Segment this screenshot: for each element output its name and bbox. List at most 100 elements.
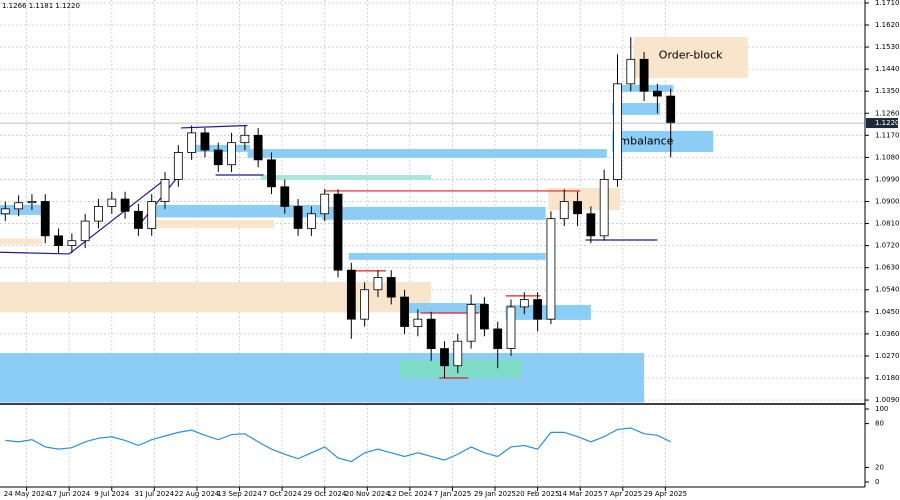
level-line [0, 251, 70, 255]
y-tick-label: 1.0450 [875, 308, 900, 316]
candle-body [147, 201, 157, 229]
candle-body [293, 206, 303, 229]
zone [348, 252, 546, 260]
candle-body [0, 208, 10, 215]
candle-body [346, 269, 356, 320]
y-tick-label: 100 [875, 405, 888, 413]
y-tick-label: 1.0720 [875, 242, 900, 250]
zone [322, 206, 546, 220]
x-tick-label: 20 Feb 2025 [516, 490, 560, 498]
y-tick-label: 1.1530 [875, 43, 900, 51]
candle-body [426, 318, 436, 349]
candle-body [546, 218, 556, 320]
candle-body [373, 277, 383, 291]
candle-body [27, 201, 37, 204]
x-tick-label: 31 Jul 2024 [135, 490, 175, 498]
zone [0, 238, 43, 245]
candle-body [307, 213, 316, 229]
candle-body [213, 149, 223, 166]
y-tick-label: 1.0990 [875, 175, 900, 183]
x-tick-label: 7 Jan 2025 [434, 490, 472, 498]
y-tick-label: 1.1260 [875, 109, 900, 117]
y-tick-label: 1.1350 [875, 87, 900, 95]
y-tick-label: 1.0180 [875, 374, 900, 382]
zone [0, 281, 432, 313]
zone-label: Order-block [659, 48, 723, 61]
last-price-label: 1.1220 [875, 119, 900, 127]
candle-body [519, 299, 529, 308]
candle-body [413, 318, 423, 327]
zone [149, 219, 275, 228]
zone [247, 149, 607, 158]
zone [633, 37, 748, 78]
candle-body [400, 296, 409, 327]
y-tick-label: 1.1440 [875, 65, 900, 73]
ohlc-header: 1.1266 1.1181 1.1220 [2, 2, 80, 10]
candle-body [107, 198, 117, 207]
x-tick-label: 7 Apr 2025 [603, 490, 642, 498]
candle-body [67, 240, 77, 247]
y-tick-label: 1.0540 [875, 286, 900, 294]
candle-body [653, 90, 662, 97]
x-tick-label: 12 Dec 2024 [388, 490, 433, 498]
y-tick-label: 1.0090 [875, 396, 900, 404]
last-price-box [866, 118, 898, 129]
candle-body [134, 210, 143, 229]
candle-body [54, 235, 63, 247]
candle-body [267, 159, 276, 188]
candle-body [253, 134, 263, 161]
y-tick-label: 1.0270 [875, 352, 900, 360]
zone [188, 144, 251, 152]
level-line [137, 179, 177, 227]
y-tick-label: 1.0360 [875, 330, 900, 338]
rsi-line [5, 427, 671, 463]
y-tick-label: 1.0630 [875, 264, 900, 272]
x-tick-label: 22 Aug 2024 [175, 490, 220, 498]
zone [149, 204, 325, 218]
candle-body [200, 132, 210, 151]
zone-label: Imbalance [616, 134, 673, 147]
zone [612, 102, 661, 115]
y-tick-label: 1.1620 [875, 21, 900, 29]
candle-body [599, 179, 609, 237]
candle-body [360, 289, 370, 320]
candle-body [40, 201, 50, 237]
candle-body [466, 304, 476, 342]
candle-body [533, 299, 543, 320]
candle-body [440, 348, 449, 367]
x-tick-label: 29 Oct 2024 [303, 490, 347, 498]
candle-body [280, 186, 290, 207]
candle-body [506, 306, 516, 349]
x-tick-label: 7 Oct 2024 [263, 490, 302, 498]
candle-body [639, 58, 649, 92]
zone [399, 360, 522, 378]
candle-body [493, 328, 503, 349]
candle-body [240, 134, 250, 144]
y-tick-label: 1.1710 [875, 0, 900, 7]
y-tick-label: 1.0810 [875, 220, 900, 228]
x-tick-label: 24 May 2024 [4, 490, 50, 498]
candle-body [187, 132, 197, 153]
x-tick-label: 29 Jan 2025 [474, 490, 516, 498]
zone [404, 302, 488, 314]
candle-body [160, 179, 170, 202]
candle-body [453, 340, 463, 367]
zone [612, 130, 714, 152]
candle-body [14, 202, 24, 210]
x-tick-label: 29 Apr 2025 [644, 490, 687, 498]
candle-body [480, 304, 489, 330]
candle-body [333, 193, 343, 271]
x-tick-label: 14 Mar 2025 [558, 490, 602, 498]
candle-body [666, 95, 676, 124]
candle-body [227, 142, 236, 166]
candle-body [120, 198, 130, 212]
candle-body [559, 201, 569, 220]
candle-body [80, 220, 90, 242]
y-tick-label: 1.0900 [875, 198, 900, 206]
y-tick-label: 20 [875, 463, 884, 471]
x-tick-label: 13 Sep 2024 [217, 490, 262, 498]
zone [260, 175, 432, 180]
y-tick-label: 1.1080 [875, 153, 900, 161]
